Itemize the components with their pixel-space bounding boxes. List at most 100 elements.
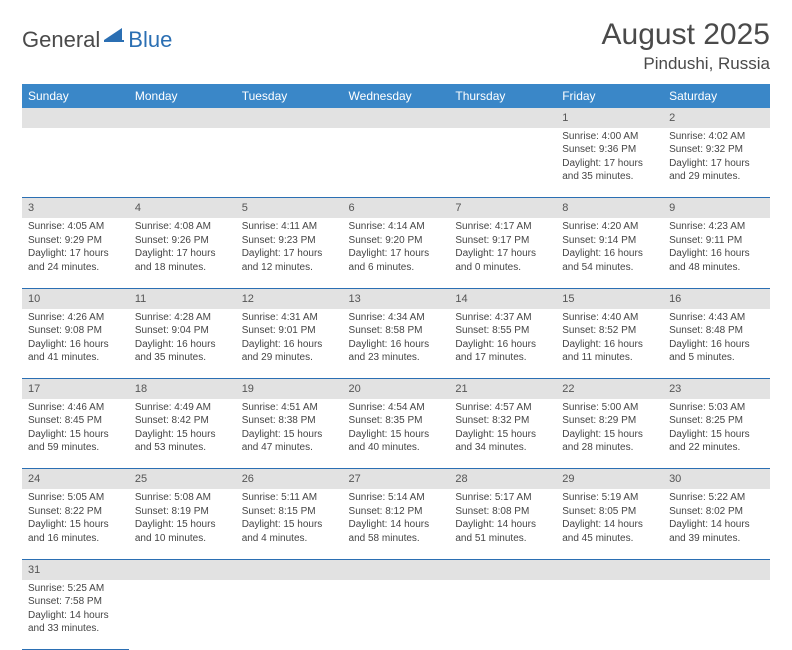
day-cell [343,580,450,650]
day-line-sr: Sunrise: 4:11 AM [242,220,337,234]
day-line-ss: Sunset: 8:42 PM [135,414,230,428]
day-line-sr: Sunrise: 4:02 AM [669,130,764,144]
day-line-d1: Daylight: 15 hours [28,428,123,442]
day-cell: Sunrise: 4:17 AMSunset: 9:17 PMDaylight:… [449,218,556,288]
day-line-d1: Daylight: 17 hours [562,157,657,171]
day-line-d2: and 4 minutes. [242,532,337,546]
daynum-cell: 14 [449,288,556,308]
day-line-ss: Sunset: 9:11 PM [669,234,764,248]
daynum-cell [449,559,556,579]
day-line-d2: and 51 minutes. [455,532,550,546]
day-line-d2: and 24 minutes. [28,261,123,275]
daynum-cell: 23 [663,379,770,399]
day-cell: Sunrise: 5:17 AMSunset: 8:08 PMDaylight:… [449,489,556,559]
daynum-cell: 13 [343,288,450,308]
day-line-sr: Sunrise: 4:37 AM [455,311,550,325]
day-line-d2: and 34 minutes. [455,441,550,455]
week-row: Sunrise: 4:05 AMSunset: 9:29 PMDaylight:… [22,218,770,288]
day-line-d1: Daylight: 15 hours [135,428,230,442]
daynum-cell: 25 [129,469,236,489]
day-line-sr: Sunrise: 4:17 AM [455,220,550,234]
day-cell: Sunrise: 5:05 AMSunset: 8:22 PMDaylight:… [22,489,129,559]
day-line-d2: and 45 minutes. [562,532,657,546]
day-header-row: SundayMondayTuesdayWednesdayThursdayFrid… [22,84,770,108]
day-cell [449,128,556,198]
daynum-cell: 30 [663,469,770,489]
day-header: Monday [129,84,236,108]
daynum-cell: 24 [22,469,129,489]
day-line-sr: Sunrise: 4:31 AM [242,311,337,325]
day-line-ss: Sunset: 8:52 PM [562,324,657,338]
day-line-d2: and 39 minutes. [669,532,764,546]
day-cell: Sunrise: 5:11 AMSunset: 8:15 PMDaylight:… [236,489,343,559]
day-line-ss: Sunset: 8:22 PM [28,505,123,519]
day-line-ss: Sunset: 9:08 PM [28,324,123,338]
daynum-cell: 12 [236,288,343,308]
day-cell [663,580,770,650]
day-cell [343,128,450,198]
day-line-sr: Sunrise: 5:17 AM [455,491,550,505]
day-line-ss: Sunset: 9:32 PM [669,143,764,157]
day-line-ss: Sunset: 8:25 PM [669,414,764,428]
day-cell: Sunrise: 4:43 AMSunset: 8:48 PMDaylight:… [663,309,770,379]
day-cell: Sunrise: 5:22 AMSunset: 8:02 PMDaylight:… [663,489,770,559]
day-line-sr: Sunrise: 4:49 AM [135,401,230,415]
day-header: Friday [556,84,663,108]
daynum-cell: 5 [236,198,343,218]
daynum-row: 17181920212223 [22,379,770,399]
daynum-row: 24252627282930 [22,469,770,489]
week-row: Sunrise: 5:05 AMSunset: 8:22 PMDaylight:… [22,489,770,559]
day-line-ss: Sunset: 8:15 PM [242,505,337,519]
page-title: August 2025 [602,18,770,52]
daynum-row: 12 [22,108,770,128]
day-line-d2: and 17 minutes. [455,351,550,365]
day-cell: Sunrise: 5:25 AMSunset: 7:58 PMDaylight:… [22,580,129,650]
day-cell [236,580,343,650]
daynum-cell: 31 [22,559,129,579]
day-line-sr: Sunrise: 4:20 AM [562,220,657,234]
day-cell: Sunrise: 4:00 AMSunset: 9:36 PMDaylight:… [556,128,663,198]
day-line-d1: Daylight: 17 hours [242,247,337,261]
day-line-d1: Daylight: 16 hours [455,338,550,352]
day-line-d1: Daylight: 15 hours [242,518,337,532]
daynum-cell [22,108,129,128]
daynum-cell: 8 [556,198,663,218]
day-line-sr: Sunrise: 4:23 AM [669,220,764,234]
daynum-cell [449,108,556,128]
day-line-sr: Sunrise: 4:57 AM [455,401,550,415]
day-line-sr: Sunrise: 5:14 AM [349,491,444,505]
day-line-ss: Sunset: 8:19 PM [135,505,230,519]
day-line-d1: Daylight: 16 hours [28,338,123,352]
day-line-sr: Sunrise: 5:25 AM [28,582,123,596]
daynum-cell [556,559,663,579]
day-line-ss: Sunset: 8:12 PM [349,505,444,519]
day-line-d2: and 18 minutes. [135,261,230,275]
day-cell [129,128,236,198]
day-line-sr: Sunrise: 4:08 AM [135,220,230,234]
day-cell: Sunrise: 5:08 AMSunset: 8:19 PMDaylight:… [129,489,236,559]
day-line-d1: Daylight: 16 hours [669,338,764,352]
day-line-d1: Daylight: 17 hours [455,247,550,261]
day-cell: Sunrise: 4:46 AMSunset: 8:45 PMDaylight:… [22,399,129,469]
day-line-d1: Daylight: 14 hours [349,518,444,532]
day-cell: Sunrise: 4:51 AMSunset: 8:38 PMDaylight:… [236,399,343,469]
daynum-row: 31 [22,559,770,579]
day-line-d2: and 48 minutes. [669,261,764,275]
day-line-sr: Sunrise: 4:05 AM [28,220,123,234]
day-line-ss: Sunset: 8:08 PM [455,505,550,519]
day-line-sr: Sunrise: 5:00 AM [562,401,657,415]
day-line-d2: and 23 minutes. [349,351,444,365]
daynum-cell: 10 [22,288,129,308]
day-line-sr: Sunrise: 4:26 AM [28,311,123,325]
day-line-d1: Daylight: 14 hours [669,518,764,532]
daynum-cell [343,108,450,128]
day-line-sr: Sunrise: 4:28 AM [135,311,230,325]
day-line-d1: Daylight: 16 hours [349,338,444,352]
flag-icon [104,26,126,47]
day-line-ss: Sunset: 9:17 PM [455,234,550,248]
title-block: August 2025 Pindushi, Russia [602,18,770,74]
day-header: Sunday [22,84,129,108]
daynum-cell: 28 [449,469,556,489]
day-line-ss: Sunset: 9:23 PM [242,234,337,248]
day-line-sr: Sunrise: 4:51 AM [242,401,337,415]
